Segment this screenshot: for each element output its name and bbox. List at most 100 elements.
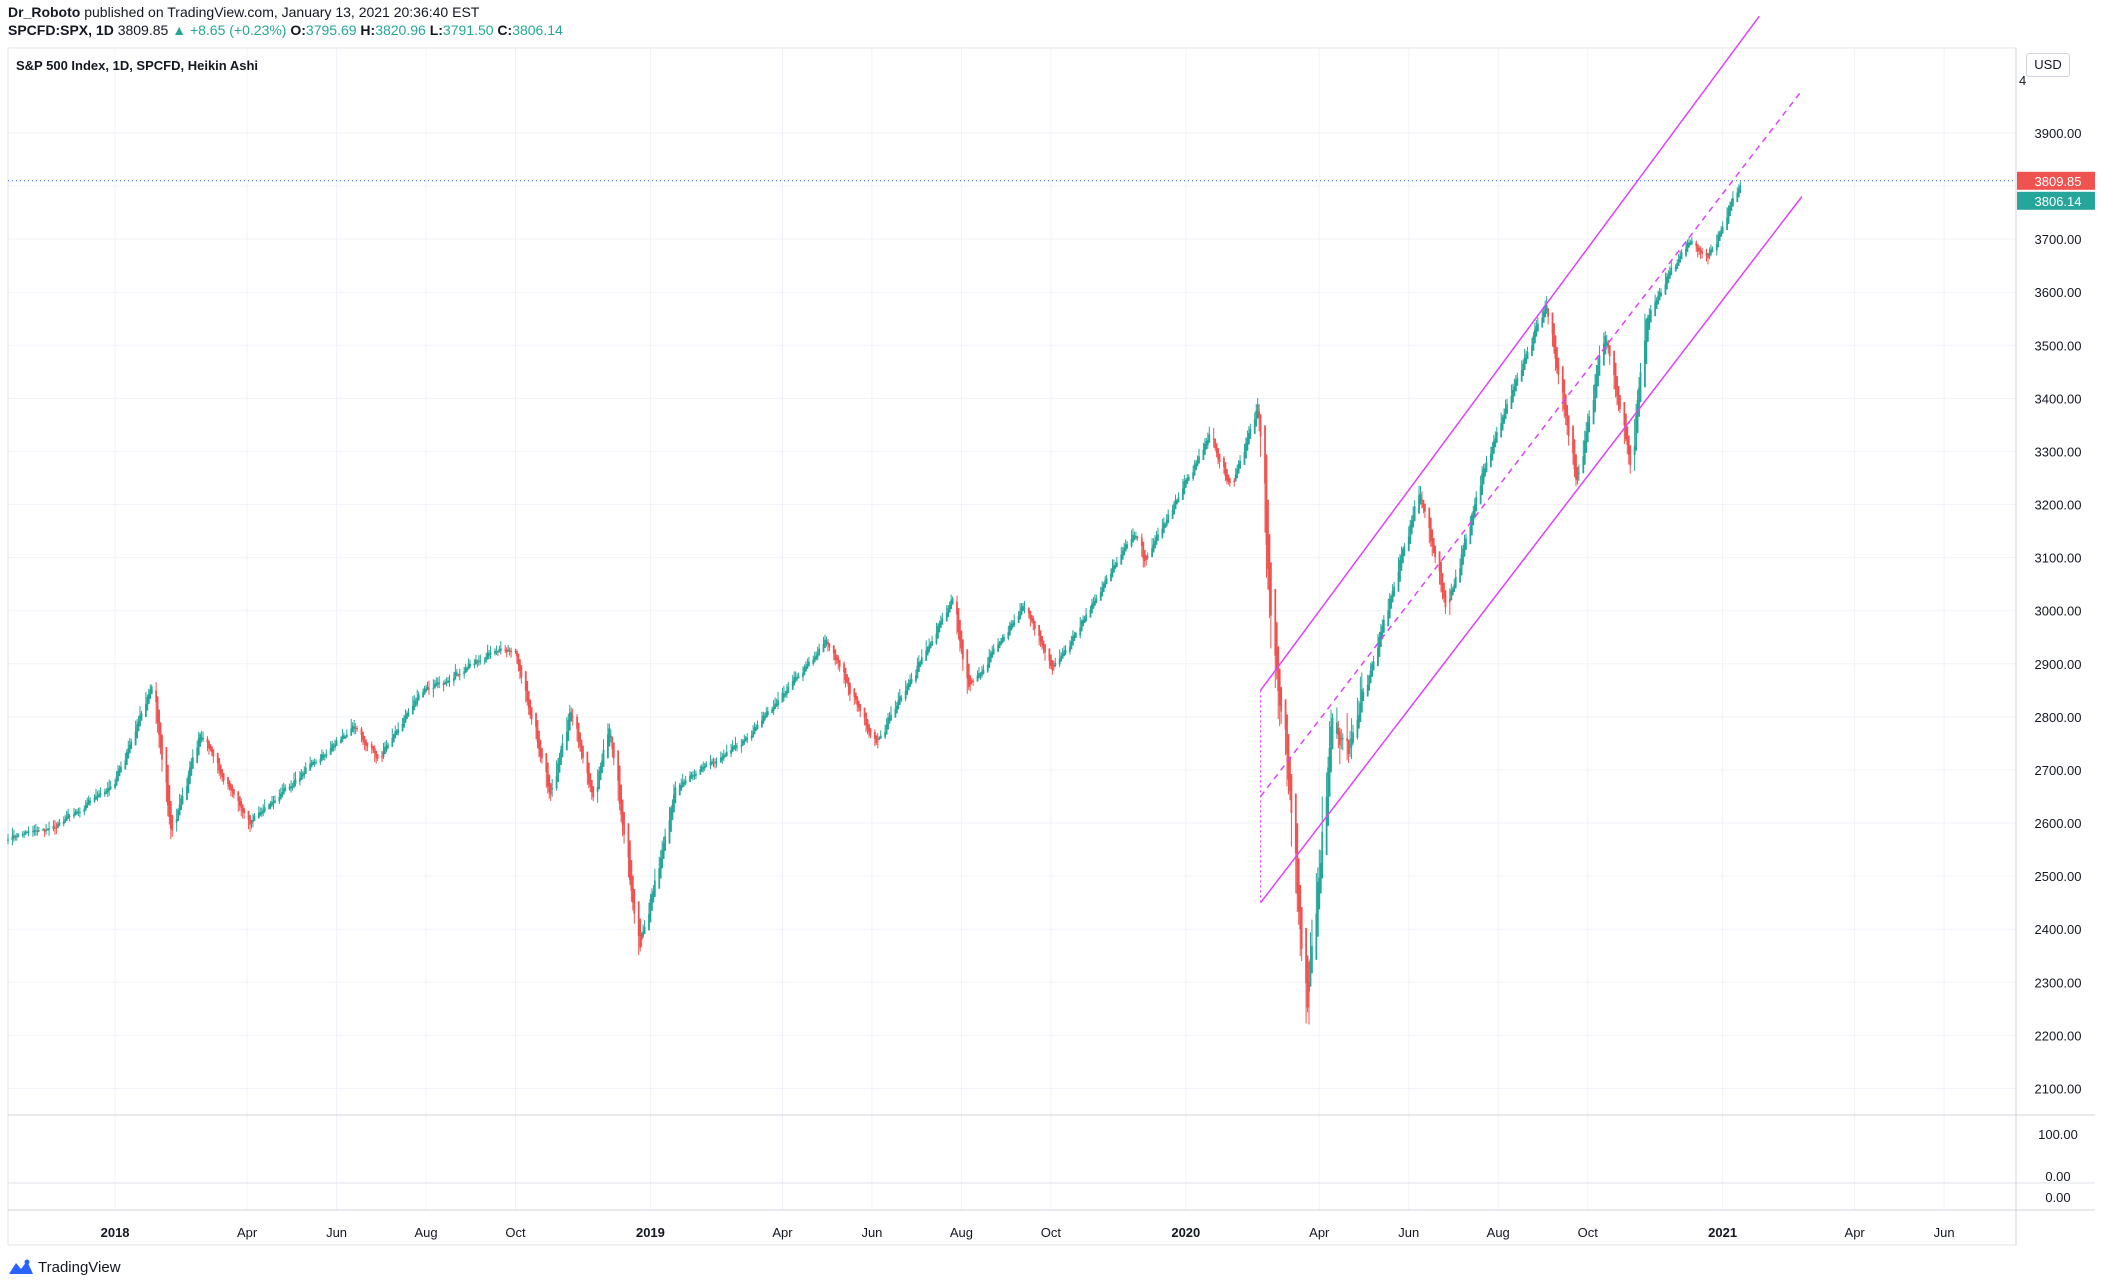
candle-body xyxy=(1602,343,1605,366)
candle-body xyxy=(485,656,488,661)
candle-body xyxy=(14,836,17,838)
candle-body xyxy=(309,763,312,771)
low-value: 3791.50 xyxy=(442,22,494,38)
time-tick-label: 2020 xyxy=(1171,1225,1200,1240)
price-axis[interactable]: 2100.00 2200.00 2300.00 2400.00 2500.00 2600.… xyxy=(2017,73,2095,1097)
candle-body xyxy=(288,786,291,790)
regression-channel[interactable] xyxy=(1260,15,1803,904)
candle-body xyxy=(1152,544,1155,553)
candle-body xyxy=(1165,520,1168,527)
candle-body xyxy=(690,774,693,779)
candle-body xyxy=(1236,468,1239,479)
candle-body xyxy=(105,790,108,794)
candle-body xyxy=(1564,394,1567,417)
candle-body xyxy=(1278,668,1281,706)
candle-body xyxy=(1636,400,1639,434)
publisher-name[interactable]: Dr_Roboto xyxy=(8,4,81,20)
candle-body xyxy=(1563,379,1566,410)
candle-body xyxy=(73,814,75,817)
candle-body xyxy=(1472,511,1475,526)
candle-body xyxy=(1696,244,1699,252)
candle-body xyxy=(621,799,624,825)
candle-body xyxy=(281,792,284,797)
candle-body xyxy=(83,809,86,813)
candle-body xyxy=(854,692,857,700)
candle-body xyxy=(1400,555,1403,571)
candle-body xyxy=(1737,188,1740,198)
candle-body xyxy=(360,728,363,736)
candle-body xyxy=(262,810,265,813)
candle-body xyxy=(948,605,951,613)
candle-body xyxy=(1079,627,1082,636)
candle-body xyxy=(909,680,911,687)
candle-body xyxy=(1371,664,1373,677)
candle-body xyxy=(231,786,234,792)
candle-body xyxy=(335,740,338,746)
candle-body xyxy=(1372,661,1375,671)
candle-body xyxy=(752,731,755,738)
candle-body xyxy=(27,831,30,833)
candle-body xyxy=(397,729,400,733)
candle-body xyxy=(366,742,369,747)
candle-body xyxy=(1531,345,1533,356)
candle-body xyxy=(1195,462,1197,470)
candle-body xyxy=(7,839,9,841)
candle-body xyxy=(1264,425,1266,484)
candle-body xyxy=(1418,495,1420,514)
candle-body xyxy=(1299,885,1302,930)
candle-body xyxy=(1679,255,1682,263)
candle-body xyxy=(320,754,323,761)
candle-body xyxy=(1451,588,1454,596)
candle-body xyxy=(1249,428,1252,439)
candle-body xyxy=(1660,292,1662,297)
candle-body xyxy=(278,797,281,802)
price-tick-label: 4 xyxy=(2019,73,2026,88)
candle-body xyxy=(15,835,18,837)
candle-body xyxy=(929,643,932,649)
candle-body xyxy=(147,693,150,704)
candle-body xyxy=(1635,415,1638,451)
candle-body xyxy=(499,648,502,651)
candle-body xyxy=(596,786,599,792)
candle-body xyxy=(1614,362,1617,390)
candle-body xyxy=(1287,734,1290,780)
candle-body xyxy=(1462,548,1464,565)
candle-body xyxy=(1381,626,1384,640)
price-tick-label: 2400.00 xyxy=(2035,922,2082,937)
candle-body xyxy=(590,779,593,793)
candle-body xyxy=(1657,295,1660,305)
candle-body xyxy=(668,820,671,844)
currency-badge[interactable]: USD xyxy=(2026,53,2070,77)
candle-body xyxy=(300,772,303,781)
candle-body xyxy=(1205,440,1208,450)
candle-body xyxy=(680,785,683,791)
candle-body xyxy=(797,676,800,679)
candle-body xyxy=(1463,542,1466,557)
candle-body xyxy=(1259,414,1262,437)
candle-body xyxy=(873,731,876,739)
candle-body xyxy=(1177,497,1180,503)
time-tick-label: Jun xyxy=(1398,1225,1419,1240)
candle-body xyxy=(117,771,119,782)
candle-body xyxy=(240,801,243,808)
candle-body xyxy=(527,691,530,709)
candle-body xyxy=(926,647,929,656)
candle-body xyxy=(803,667,806,676)
candle-body xyxy=(1639,372,1642,403)
price-tick-label: 2500.00 xyxy=(2035,869,2082,884)
candle-body xyxy=(1048,648,1051,661)
candle-body xyxy=(609,735,612,738)
candle-body xyxy=(325,753,328,757)
candle-body xyxy=(762,715,765,724)
candle-body xyxy=(1582,456,1585,474)
time-axis[interactable]: 2018 Apr Jun Aug Oct 2019 Apr Jun Aug Oct 2020 Apr J… xyxy=(101,1225,1955,1240)
tradingview-footer[interactable]: TradingView xyxy=(8,1258,121,1276)
candle-body xyxy=(206,738,209,743)
candle-body xyxy=(898,695,901,705)
candle-body xyxy=(602,749,605,767)
candle-body xyxy=(919,662,922,667)
price-tick-label: 3300.00 xyxy=(2035,444,2082,459)
candle-body xyxy=(1038,624,1041,636)
candle-body xyxy=(1008,625,1011,636)
